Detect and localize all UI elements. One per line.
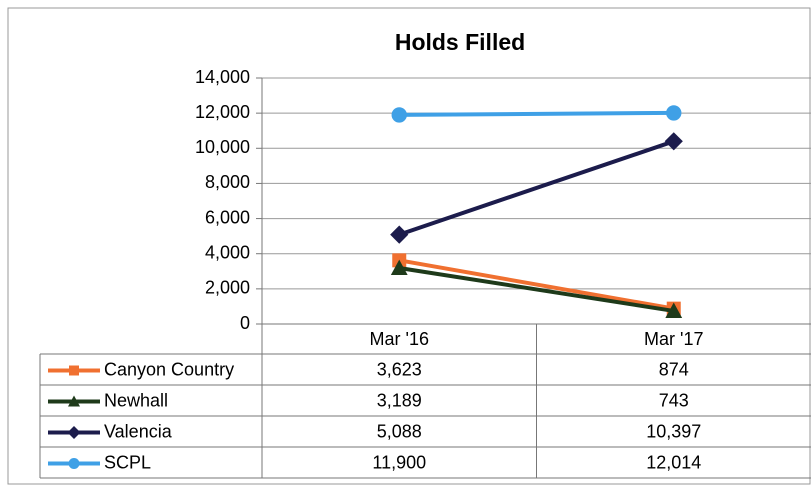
chart-frame xyxy=(7,7,811,485)
legend-marker xyxy=(68,458,80,469)
marker xyxy=(664,132,683,151)
table-value: 743 xyxy=(659,390,689,410)
table-value: 12,014 xyxy=(646,452,701,472)
series-line xyxy=(398,258,675,311)
chart-title: Holds Filled xyxy=(395,29,525,55)
marker xyxy=(665,302,683,318)
legend-label: SCPL xyxy=(104,452,151,472)
series-line xyxy=(399,110,674,117)
legend-label: Canyon Country xyxy=(104,359,234,379)
y-tick-label: 0 xyxy=(240,313,250,333)
y-tick-label: 14,000 xyxy=(195,67,250,87)
table-value: 3,623 xyxy=(377,359,422,379)
legend-marker xyxy=(68,395,80,407)
y-tick-label: 12,000 xyxy=(195,102,250,122)
y-tick-label: 8,000 xyxy=(205,172,250,192)
table-value: 874 xyxy=(659,359,689,379)
marker xyxy=(390,259,408,275)
legend-label: Valencia xyxy=(104,421,173,441)
y-tick-label: 2,000 xyxy=(205,278,250,298)
category-label: Mar '17 xyxy=(644,329,703,349)
category-label: Mar '16 xyxy=(370,329,429,349)
marker xyxy=(390,225,409,244)
series-line xyxy=(398,139,675,237)
marker xyxy=(391,107,407,123)
table-value: 11,900 xyxy=(372,452,426,472)
table-value: 10,397 xyxy=(646,421,701,441)
table-value: 5,088 xyxy=(377,421,422,441)
y-tick-label: 4,000 xyxy=(205,242,250,262)
legend-label: Newhall xyxy=(104,390,168,410)
legend-marker xyxy=(69,365,79,376)
table-value: 3,189 xyxy=(377,390,422,410)
y-tick-label: 10,000 xyxy=(195,137,250,157)
series-line xyxy=(398,265,675,313)
legend-marker xyxy=(67,426,81,439)
marker xyxy=(666,105,682,121)
y-tick-label: 6,000 xyxy=(205,207,250,227)
